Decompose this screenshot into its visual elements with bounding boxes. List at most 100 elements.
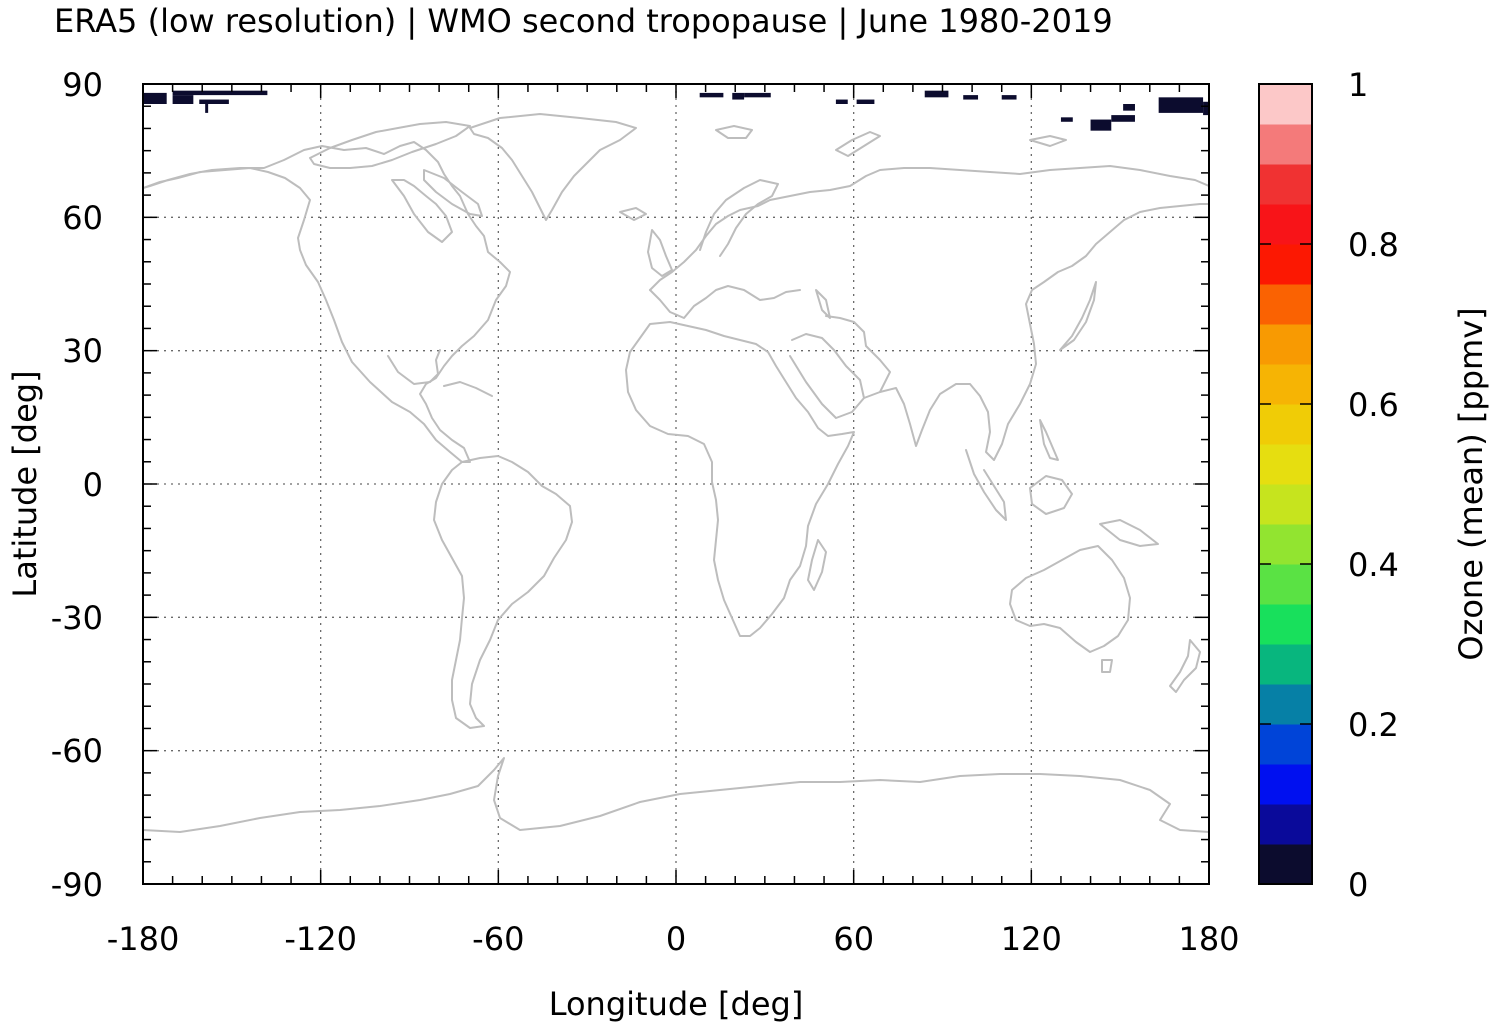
colorbar-title: Ozone (mean) [ppmv] <box>1452 307 1490 660</box>
coast-svalbard <box>715 125 753 139</box>
y-tick-label: 0 <box>83 466 103 504</box>
x-tick-label: -120 <box>284 920 357 958</box>
x-tick-labels: -180 -120 -60 0 60 120 180 <box>107 920 1240 958</box>
x-axis-title: Longitude [deg] <box>549 985 804 1023</box>
colorbar-tick-label: 0 <box>1348 866 1368 904</box>
coast-japan <box>1059 281 1097 351</box>
x-tick-label: 0 <box>666 920 686 958</box>
colorbar-tick-label: 0.2 <box>1348 706 1399 744</box>
coast-scandinavia <box>699 179 779 257</box>
ozone-value-patches <box>143 90 1209 131</box>
colorbar <box>1259 84 1312 885</box>
colorbar-swatch <box>1259 724 1312 765</box>
y-tick-label: 30 <box>62 332 103 370</box>
x-tick-label: -180 <box>107 920 180 958</box>
colorbar-tick-labels: 1 0.8 0.6 0.4 0.2 0 <box>1348 66 1399 904</box>
ozone-value-cell <box>199 99 229 104</box>
chart-title: ERA5 (low resolution) | WMO second tropo… <box>54 2 1113 40</box>
colorbar-swatch <box>1259 524 1312 565</box>
x-tick-label: -60 <box>472 920 524 958</box>
colorbar-tick-label: 0.6 <box>1348 386 1399 424</box>
colorbar-swatch <box>1259 164 1312 205</box>
coast-arabia <box>789 333 865 419</box>
colorbar-tick-label: 1 <box>1348 66 1368 104</box>
colorbar-swatch <box>1259 444 1312 485</box>
ozone-value-cell <box>1158 97 1204 113</box>
coast-arctic-islands <box>309 121 471 169</box>
y-tick-label: 60 <box>62 199 103 237</box>
x-tick-label: 60 <box>833 920 874 958</box>
coast-borneo <box>1029 475 1073 515</box>
colorbar-swatch <box>1259 204 1312 245</box>
coast-novaya-zemlya <box>835 131 881 157</box>
colorbar-frame <box>1258 83 1313 885</box>
colorbar-tick-label: 0.4 <box>1348 546 1399 584</box>
coast-india-west <box>825 315 891 393</box>
coast-south-america <box>433 455 573 729</box>
coast-malaya <box>965 449 1007 521</box>
coastlines <box>143 113 1209 833</box>
ozone-value-cell <box>924 90 949 98</box>
coast-central-america <box>387 349 441 385</box>
coast-antarctica <box>143 757 1209 833</box>
colorbar-ticks <box>1259 83 1312 885</box>
coast-africa <box>625 321 855 637</box>
colorbar-swatch <box>1259 404 1312 445</box>
ozone-value-cell <box>1203 101 1209 116</box>
colorbar-swatch <box>1259 644 1312 685</box>
ozone-value-cell <box>1111 115 1135 122</box>
coast-south-asia <box>863 203 1209 461</box>
coast-new-guinea <box>1099 519 1159 547</box>
coast-philippines <box>1039 419 1059 461</box>
ozone-value-cell <box>1060 117 1073 122</box>
coast-hudson-bay <box>391 179 453 243</box>
colorbar-swatch <box>1259 764 1312 805</box>
colorbar-swatch <box>1259 804 1312 845</box>
grid-lines <box>143 84 1209 884</box>
colorbar-tick-label: 0.8 <box>1348 226 1399 264</box>
ozone-value-cell <box>856 99 875 104</box>
y-tick-labels: 90 60 30 0 -30 -60 -90 <box>51 66 103 904</box>
colorbar-swatch <box>1259 484 1312 525</box>
axis-ticks <box>142 83 1210 885</box>
y-tick-label: 90 <box>62 66 103 104</box>
ozone-value-cell <box>143 92 167 104</box>
coast-baffin <box>423 169 483 217</box>
ozone-value-cell <box>172 95 194 104</box>
coast-greenland <box>469 113 637 221</box>
coast-iceland <box>619 207 647 221</box>
colorbar-swatch <box>1259 844 1312 885</box>
colorbar-swatch <box>1259 84 1312 125</box>
colorbar-swatch <box>1259 364 1312 405</box>
y-axis-title: Latitude [deg] <box>6 370 44 597</box>
colorbar-swatch <box>1259 324 1312 365</box>
coast-uk <box>647 229 673 277</box>
coast-siberia-islands <box>1029 135 1067 147</box>
colorbar-swatch <box>1259 564 1312 605</box>
ozone-value-cell <box>172 90 268 96</box>
coast-iberia <box>649 285 801 319</box>
coast-caribbean <box>443 381 493 397</box>
y-tick-label: -30 <box>51 599 103 637</box>
coast-madagascar <box>807 539 827 591</box>
colorbar-swatch <box>1259 284 1312 325</box>
ozone-value-cell <box>205 104 209 113</box>
coast-tasmania <box>1101 659 1113 673</box>
y-tick-label: -60 <box>51 732 103 770</box>
y-tick-label: -90 <box>51 866 103 904</box>
coast-caspian <box>815 289 831 319</box>
colorbar-swatch <box>1259 684 1312 725</box>
x-tick-label: 120 <box>1001 920 1062 958</box>
coast-australia <box>1009 545 1131 653</box>
ozone-value-cell <box>1123 104 1135 111</box>
coast-new-zealand <box>1169 639 1201 693</box>
ozone-value-cell <box>1090 119 1112 131</box>
ozone-value-cell <box>699 92 724 98</box>
ozone-value-cell <box>963 95 979 100</box>
colorbar-swatch <box>1259 604 1312 645</box>
x-tick-label: 180 <box>1178 920 1239 958</box>
colorbar-swatch <box>1259 124 1312 165</box>
ozone-value-cell <box>732 92 745 100</box>
ozone-value-cell <box>835 99 848 104</box>
